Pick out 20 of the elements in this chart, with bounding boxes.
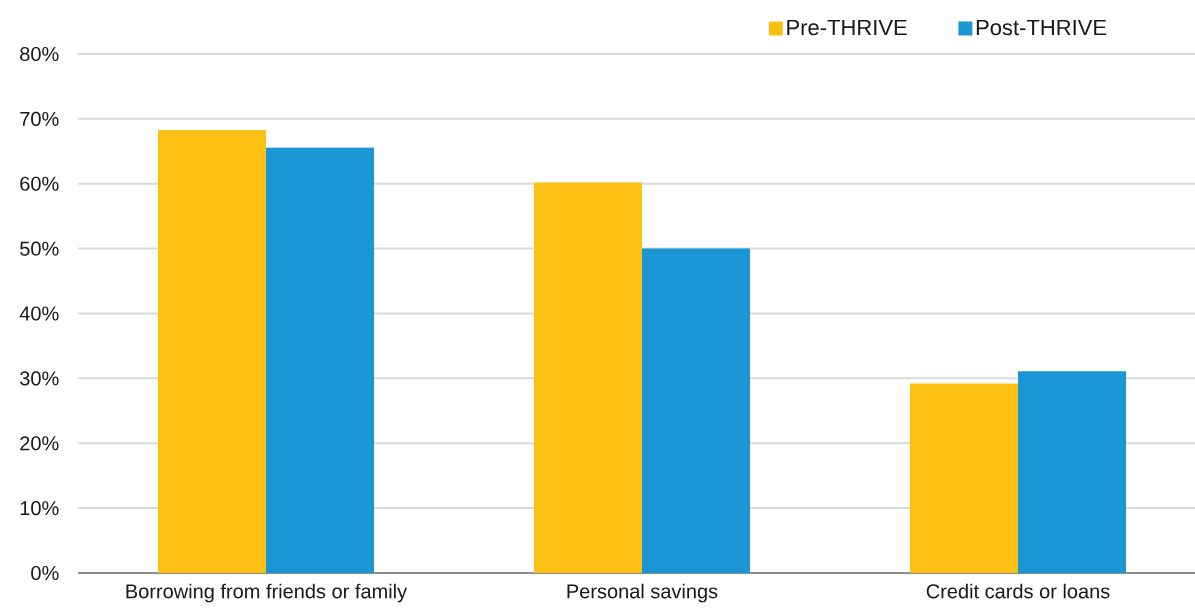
bar	[910, 383, 1019, 573]
x-tick-label: Credit cards or loans	[926, 583, 1110, 599]
legend-label: Pre-THRIVE	[787, 19, 907, 36]
y-tick-label: 20%	[20, 436, 59, 451]
y-tick-label: 10%	[20, 501, 59, 516]
x-tick-label: Personal savings	[567, 583, 718, 603]
legend-label: Post-THRIVE	[976, 19, 1107, 36]
bar	[266, 147, 374, 573]
y-tick-label: 80%	[20, 46, 59, 62]
y-tick-label: 0%	[31, 565, 59, 581]
bar	[534, 182, 643, 573]
x-tick-label: Borrowing from friends or family	[126, 583, 408, 603]
bar	[642, 248, 751, 573]
y-tick-label: 60%	[20, 176, 59, 191]
y-tick-label: 30%	[20, 371, 59, 386]
y-tick-label: 40%	[19, 306, 59, 321]
bar	[158, 129, 267, 573]
bar	[1018, 371, 1127, 573]
y-tick-label: 70%	[20, 111, 59, 126]
y-tick-label: 50%	[20, 241, 59, 256]
